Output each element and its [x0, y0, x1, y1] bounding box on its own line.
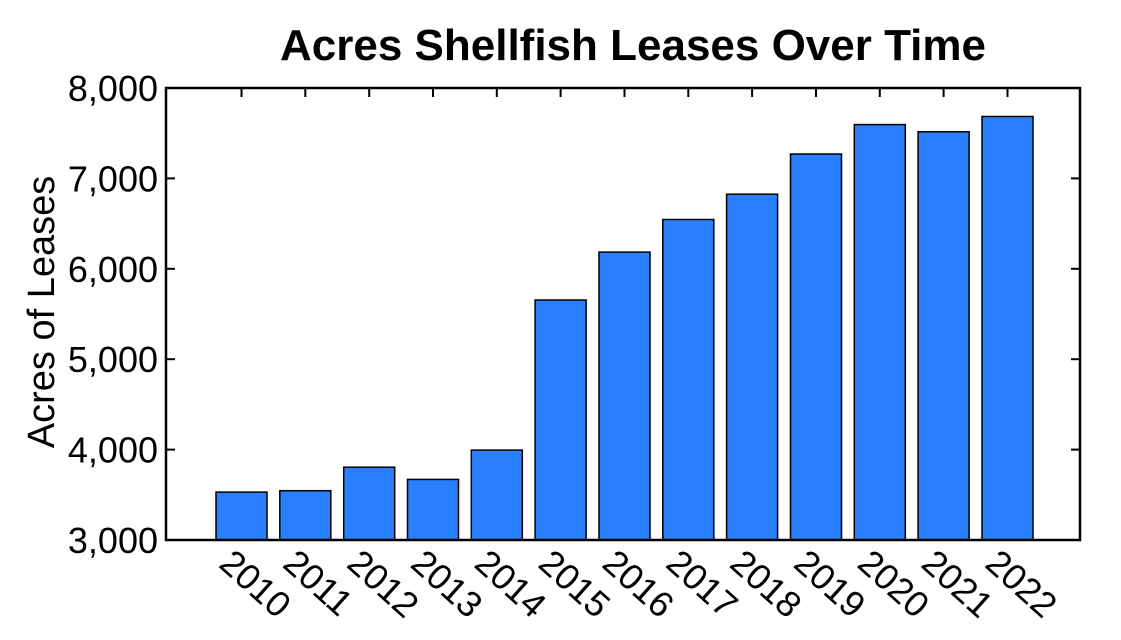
y-tick-label-7000: 7,000 — [68, 158, 158, 199]
x-tick-label-2022: 2022 — [978, 541, 1065, 625]
bars-layer — [215, 115, 1034, 541]
y-tick-labels: 3,000 4,000 5,000 6,000 7,000 8,000 — [68, 68, 158, 561]
x-tick-label-2020: 2020 — [850, 541, 937, 625]
bar-2010 — [215, 491, 268, 541]
plot-frame — [164, 86, 1082, 542]
y-tick-label-6000: 6,000 — [68, 249, 158, 290]
x-tick-label-2021: 2021 — [914, 541, 1001, 625]
x-tick-label-2012: 2012 — [340, 541, 427, 625]
x-tick-label-2010: 2010 — [212, 541, 299, 625]
y-tick-label-3000: 3,000 — [68, 520, 158, 561]
x-tick-label-2013: 2013 — [404, 541, 491, 625]
bar-2012 — [342, 466, 396, 541]
x-tick-label-2011: 2011 — [276, 541, 361, 623]
bar-2013 — [406, 478, 460, 541]
x-tick-label-2017: 2017 — [659, 541, 746, 625]
bar-2020 — [853, 123, 907, 541]
x-tick-label-2015: 2015 — [531, 541, 618, 625]
x-tick-label-2019: 2019 — [787, 541, 874, 625]
y-tick-label-5000: 5,000 — [68, 339, 158, 380]
bar-2022 — [981, 115, 1034, 541]
bar-2011 — [279, 489, 332, 541]
bar-2019 — [789, 153, 843, 541]
bar-2016 — [598, 251, 651, 541]
bar-2014 — [470, 449, 524, 541]
x-tick-label-2018: 2018 — [723, 541, 810, 625]
x-tick-label-2016: 2016 — [595, 541, 682, 625]
bar-2021 — [917, 131, 970, 541]
y-tick-label-8000: 8,000 — [68, 68, 158, 109]
x-tick-labels: 2010201120122013201420152016201720182019… — [212, 541, 1065, 625]
bar-2018 — [725, 193, 779, 541]
bar-2015 — [534, 299, 587, 541]
x-tick-label-2014: 2014 — [467, 541, 554, 625]
chart-title: Acres Shellfish Leases Over Time — [280, 21, 986, 70]
y-tick-label-4000: 4,000 — [68, 430, 158, 471]
y-axis-label: Acres of Leases — [21, 176, 63, 448]
bar-2017 — [662, 218, 715, 541]
